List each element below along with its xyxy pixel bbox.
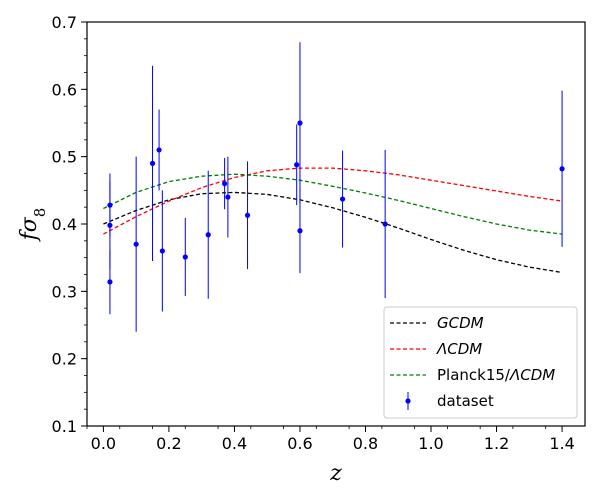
x-tick-label: 1.2 bbox=[484, 434, 509, 453]
y-tick-label: 0.4 bbox=[52, 215, 77, 234]
y-axis-label: fσ8 bbox=[17, 208, 49, 243]
x-tick-label: 1.0 bbox=[418, 434, 443, 453]
legend-label: dataset bbox=[437, 392, 494, 410]
y-axis-label-main: fσ bbox=[17, 216, 42, 242]
data-point bbox=[339, 196, 346, 202]
data-point bbox=[222, 181, 228, 187]
series-line bbox=[103, 191, 563, 274]
x-tick-label: 0.2 bbox=[156, 434, 181, 453]
x-tick-label: 1.4 bbox=[549, 434, 574, 453]
legend-label: Planck15/ΛCDM bbox=[437, 366, 555, 384]
y-tick-label: 0.1 bbox=[52, 417, 77, 436]
data-point bbox=[107, 222, 113, 228]
data-point bbox=[107, 279, 113, 285]
y-tick-label: 0.3 bbox=[52, 282, 77, 301]
y-tick-label: 0.7 bbox=[52, 13, 77, 32]
data-point bbox=[159, 248, 165, 254]
x-axis: 0.0 0.2 0.4 0.6 0.8 1.0 1.2 1.4 bbox=[86, 426, 575, 453]
y-tick-label: 0.2 bbox=[52, 350, 77, 369]
legend-label: GCDM bbox=[437, 314, 484, 332]
legend-marker-swatch bbox=[405, 398, 411, 404]
plot-content bbox=[103, 42, 565, 332]
data-point bbox=[297, 228, 303, 234]
x-tick-label: 0.0 bbox=[91, 434, 116, 453]
data-point bbox=[133, 241, 139, 247]
data-point bbox=[382, 221, 388, 227]
x-tick-label: 0.8 bbox=[353, 434, 378, 453]
y-axis-label-subscript: 8 bbox=[31, 208, 49, 218]
data-point bbox=[294, 162, 300, 168]
y-axis: 0.1 0.2 0.3 0.4 0.5 0.6 0.7 bbox=[52, 13, 87, 436]
legend-label-italic: ΛCDM bbox=[509, 366, 555, 384]
series-line bbox=[103, 167, 563, 235]
data-point bbox=[559, 166, 565, 172]
x-tick-label: 0.4 bbox=[222, 434, 247, 453]
x-tick-label: 0.6 bbox=[287, 434, 312, 453]
data-point bbox=[149, 160, 156, 166]
y-tick-label: 0.5 bbox=[52, 148, 77, 167]
x-axis-label: z bbox=[329, 461, 342, 486]
legend-label-plain: Planck15/ bbox=[437, 366, 511, 384]
legend-box bbox=[383, 306, 578, 419]
legend-label: ΛCDM bbox=[436, 340, 482, 358]
series-line bbox=[103, 173, 563, 235]
data-point bbox=[205, 232, 211, 238]
data-point bbox=[225, 194, 231, 200]
data-point bbox=[244, 212, 251, 218]
data-point bbox=[156, 147, 162, 153]
data-point bbox=[297, 120, 303, 126]
y-tick-label: 0.6 bbox=[52, 80, 77, 99]
data-point bbox=[182, 254, 188, 260]
